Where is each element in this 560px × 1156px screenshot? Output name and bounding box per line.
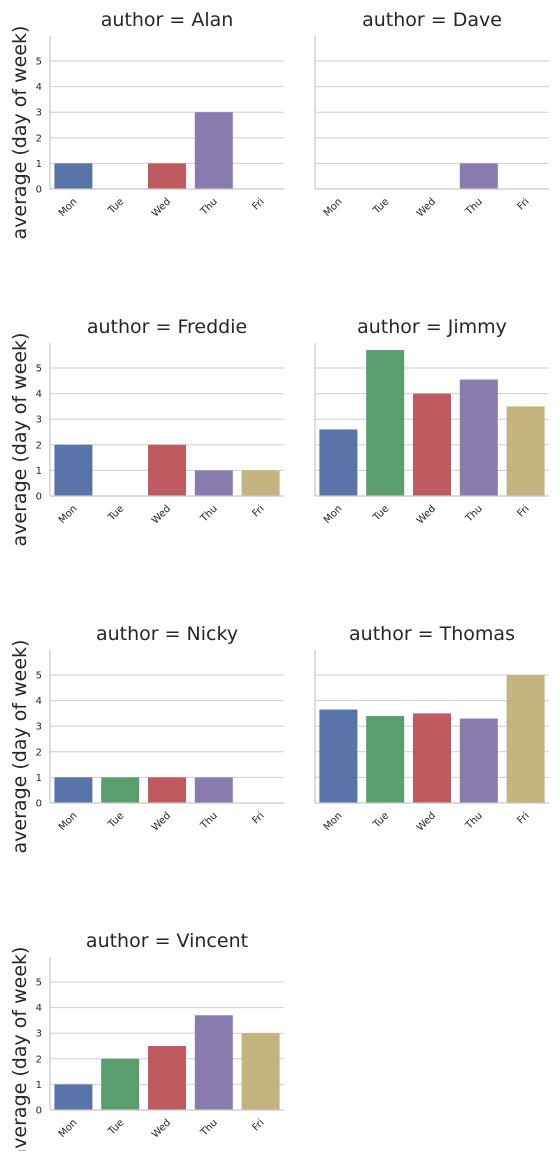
bar-wed [148,444,186,496]
x-tick-label: Tue [106,503,127,524]
y-tick-label: 4 [36,389,42,400]
x-tick-label: Mon [57,196,80,219]
x-tick-label: Wed [150,1117,173,1140]
bar-thu [459,163,498,189]
y-tick-label: 1 [36,466,42,477]
y-tick-label: 3 [36,108,42,119]
bar-tue [366,350,405,496]
panel-title: author = Nicky [96,623,238,645]
bar-mon [54,444,93,496]
y-tick-label: 5 [36,978,42,989]
bar-mon [319,429,358,496]
y-tick-label: 3 [36,1029,42,1040]
y-tick-label: 4 [36,1003,42,1014]
bar-fri [241,1033,280,1110]
x-tick-label: Wed [150,196,173,219]
bar-mon [54,1084,93,1110]
x-tick-label: Fri [516,503,532,519]
y-tick-label: 1 [36,773,42,784]
bar-mon [54,163,93,189]
x-tick-label: Mon [57,503,80,526]
y-tick-label: 1 [36,1080,42,1091]
x-tick-label: Thu [463,503,485,525]
y-tick-label: 3 [36,415,42,426]
bar-fri [241,470,280,496]
x-tick-label: Thu [198,810,220,832]
bar-wed [148,1046,186,1110]
y-tick-label: 2 [36,440,42,451]
x-tick-label: Mon [322,503,345,526]
y-tick-label: 4 [36,696,42,707]
x-tick-label: Fri [251,1117,267,1133]
bar-tue [101,1058,140,1110]
x-tick-label: Mon [57,1117,80,1140]
y-tick-label: 5 [36,57,42,68]
bar-wed [148,777,186,803]
x-tick-label: Mon [322,810,345,833]
bar-fri [506,675,545,803]
x-tick-label: Mon [57,810,80,833]
bar-wed [413,393,451,496]
y-tick-label: 0 [36,1106,42,1117]
x-tick-label: Fri [251,196,267,212]
x-tick-label: Fri [516,810,532,826]
y-tick-label: 4 [36,82,42,93]
x-tick-label: Thu [463,196,485,218]
y-tick-label: 2 [36,133,42,144]
y-tick-label: 2 [36,747,42,758]
x-tick-label: Fri [516,196,532,212]
y-tick-label: 0 [36,799,42,810]
y-axis-label: average (day of week) [9,333,31,547]
bar-wed [148,163,186,189]
x-tick-label: Thu [198,196,220,218]
x-tick-label: Mon [322,196,345,219]
panel-title: author = Thomas [349,623,515,645]
x-tick-label: Fri [251,503,267,519]
bar-tue [101,777,140,803]
x-tick-label: Wed [150,503,173,526]
x-tick-label: Tue [371,196,392,217]
bar-fri [506,406,545,496]
panel-title: author = Dave [362,9,502,31]
y-tick-label: 5 [36,671,42,682]
y-tick-label: 0 [36,185,42,196]
y-axis-label: average (day of week) [9,640,31,854]
panel-title: author = Freddie [87,316,247,338]
x-tick-label: Tue [371,503,392,524]
panel-title: author = Vincent [86,930,248,952]
bar-wed [413,713,451,803]
y-tick-label: 2 [36,1054,42,1065]
x-tick-label: Wed [415,196,438,219]
x-tick-label: Wed [415,503,438,526]
x-tick-label: Tue [106,810,127,831]
bar-thu [194,1015,233,1110]
bar-thu [194,470,233,496]
bar-thu [194,112,233,189]
x-tick-label: Fri [251,810,267,826]
bar-tue [366,715,405,803]
bar-thu [459,379,498,496]
x-tick-label: Tue [106,1117,127,1138]
x-tick-label: Thu [198,503,220,525]
x-tick-label: Thu [198,1117,220,1139]
y-axis-label: average (day of week) [9,26,31,240]
y-tick-label: 5 [36,364,42,375]
bar-thu [459,718,498,803]
panel-title: author = Alan [101,9,234,31]
x-tick-label: Tue [371,810,392,831]
x-tick-label: Wed [415,810,438,833]
x-tick-label: Thu [463,810,485,832]
y-axis-label: average (day of week) [9,947,31,1151]
x-tick-label: Tue [106,196,127,217]
bar-thu [194,777,233,803]
y-tick-label: 3 [36,722,42,733]
y-tick-label: 1 [36,159,42,170]
x-tick-label: Wed [150,810,173,833]
bar-mon [54,777,93,803]
bar-mon [319,709,358,803]
panel-title: author = Jimmy [357,316,507,338]
y-tick-label: 0 [36,492,42,503]
